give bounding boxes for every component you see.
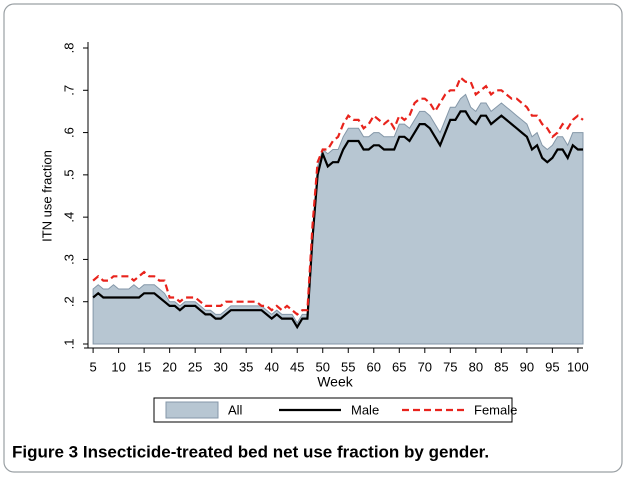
caption: Figure 3 Insecticide-treated bed net use… xyxy=(12,442,489,461)
x-tick-label: 50 xyxy=(316,359,330,374)
x-tick-label: 40 xyxy=(264,359,278,374)
legend-label: All xyxy=(228,402,243,417)
x-tick-label: 75 xyxy=(443,359,457,374)
y-tick-label: .7 xyxy=(61,85,76,96)
y-tick-label: .2 xyxy=(61,296,76,307)
y-tick-label: .8 xyxy=(61,43,76,54)
legend-label: Female xyxy=(474,402,517,417)
area xyxy=(92,93,584,345)
x-tick-label: 20 xyxy=(162,359,176,374)
x-tick-label: 90 xyxy=(520,359,534,374)
x-tick-label: 5 xyxy=(89,359,96,374)
x-tick-label: 65 xyxy=(392,359,406,374)
x-tick-label: 95 xyxy=(545,359,559,374)
x-tick-label: 80 xyxy=(469,359,483,374)
y-tick-label: .4 xyxy=(61,212,76,223)
x-tick-label: 15 xyxy=(137,359,151,374)
x-tick-label: 35 xyxy=(239,359,253,374)
y-tick-label: .5 xyxy=(61,169,76,180)
y-axis-label: ITN use fraction xyxy=(39,150,54,242)
y-tick-label: .6 xyxy=(61,127,76,138)
x-tick-label: 30 xyxy=(213,359,227,374)
legend-swatch xyxy=(165,401,219,419)
x-tick-label: 85 xyxy=(494,359,508,374)
line xyxy=(92,110,583,330)
x-tick-label: 60 xyxy=(367,359,381,374)
x-tick-label: 55 xyxy=(341,359,355,374)
x-axis-label: Week xyxy=(317,374,354,390)
y-tick-label: .3 xyxy=(61,254,76,265)
line xyxy=(92,75,584,316)
x-tick-label: 70 xyxy=(418,359,432,374)
x-tick-label: 25 xyxy=(188,359,202,374)
y-tick-label: .1 xyxy=(61,339,76,350)
legend-label: Male xyxy=(351,402,379,417)
x-tick-label: 10 xyxy=(111,359,125,374)
x-tick-label: 100 xyxy=(567,359,589,374)
x-tick-label: 45 xyxy=(290,359,304,374)
